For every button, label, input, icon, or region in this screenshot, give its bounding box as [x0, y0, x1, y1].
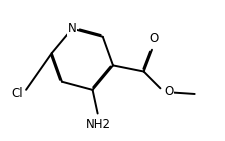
Text: Cl: Cl [11, 87, 23, 101]
Text: N: N [68, 22, 76, 35]
Text: O: O [148, 32, 158, 45]
Text: NH2: NH2 [86, 118, 111, 132]
Text: O: O [163, 85, 173, 98]
